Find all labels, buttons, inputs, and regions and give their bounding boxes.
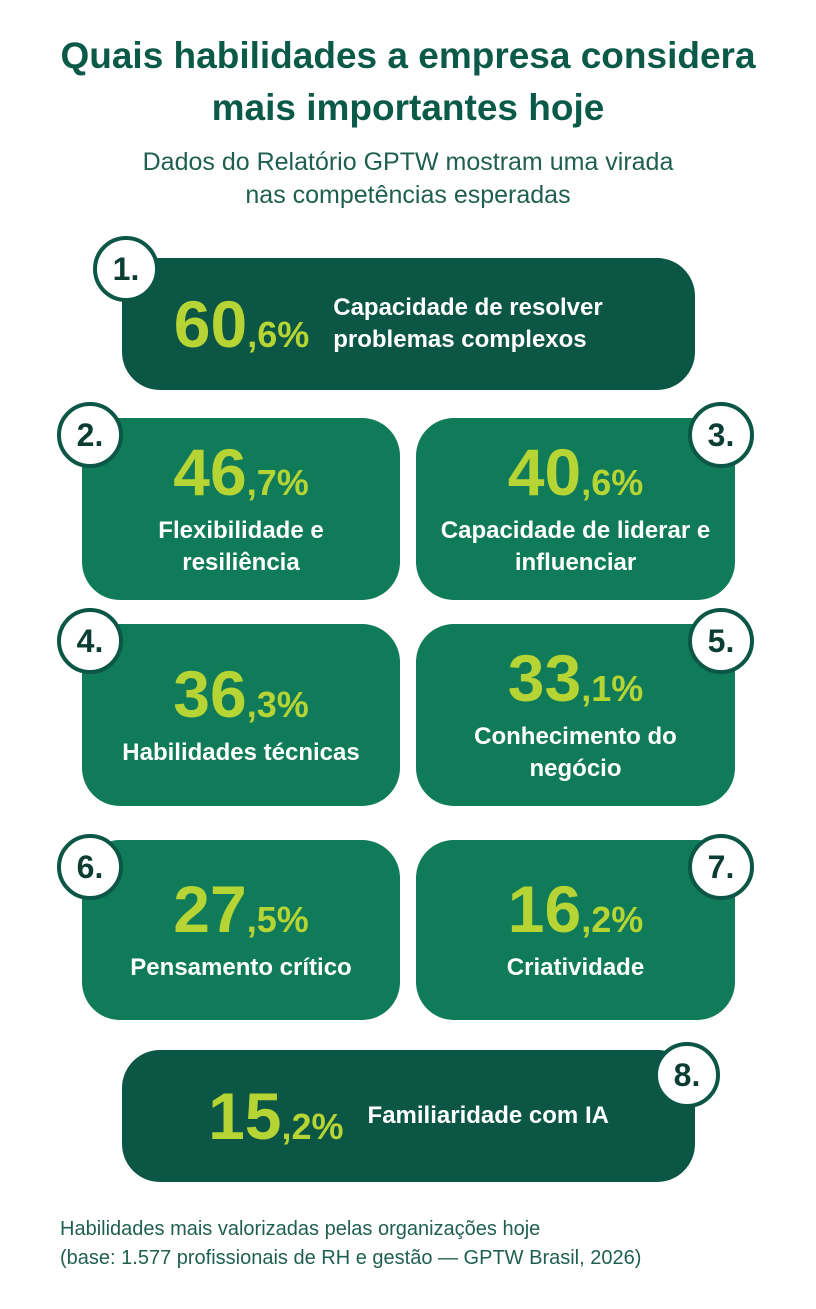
- percent-fraction: ,2%: [281, 1106, 344, 1147]
- title: Quais habilidades a empresa considera ma…: [60, 35, 756, 128]
- percent-integer: 40: [507, 435, 582, 509]
- subtitle: Dados do Relatório GPTW mostram uma vira…: [142, 148, 674, 209]
- percent: 40,6%: [508, 439, 643, 505]
- footer: Habilidades mais valorizadas pelas organ…: [60, 1215, 641, 1273]
- percent-integer: 16: [507, 872, 582, 946]
- rank-badge: 2.: [57, 402, 123, 468]
- percent-integer: 27: [173, 872, 247, 946]
- skill-card: 16,2% Criatividade: [416, 840, 735, 1020]
- percent: 33,1%: [508, 645, 643, 711]
- percent: 15,2%: [208, 1083, 343, 1149]
- skill-label: Conhecimento do negócio: [474, 723, 677, 782]
- percent-fraction: ,2%: [581, 899, 644, 940]
- rank-badge: 3.: [688, 402, 754, 468]
- percent-integer: 33: [507, 641, 582, 715]
- rank-badge: 6.: [57, 834, 123, 900]
- percent-integer: 15: [208, 1079, 282, 1153]
- percent: 36,3%: [173, 661, 308, 727]
- skill-card: 27,5% Pensamento crítico: [82, 840, 400, 1020]
- skill-card: 15,2% Familiaridade com IA: [122, 1050, 695, 1182]
- skill-card: 40,6% Capacidade de liderar e influenciar: [416, 418, 735, 600]
- rank-badge: 5.: [688, 608, 754, 674]
- percent-fraction: ,6%: [581, 462, 644, 503]
- percent-fraction: ,1%: [581, 668, 644, 709]
- skill-label: Flexibilidade e resiliência: [158, 517, 324, 576]
- percent-fraction: ,3%: [246, 684, 309, 725]
- rank-badge: 4.: [57, 608, 123, 674]
- skill-card: 60,6% Capacidade de resolver problemas co…: [122, 258, 695, 390]
- percent-fraction: ,6%: [247, 314, 310, 355]
- skill-card: 33,1% Conhecimento do negócio: [416, 624, 735, 806]
- skill-label: Familiaridade com IA: [367, 1102, 609, 1129]
- percent: 46,7%: [173, 439, 308, 505]
- percent-integer: 36: [173, 657, 247, 731]
- percent-integer: 46: [173, 435, 247, 509]
- skill-card: 36,3% Habilidades técnicas: [82, 624, 400, 806]
- rank-badge: 8.: [654, 1042, 720, 1108]
- rank-badge: 1.: [93, 236, 159, 302]
- percent-integer: 60: [173, 287, 248, 361]
- percent-fraction: ,7%: [246, 462, 309, 503]
- footer-line: Habilidades mais valorizadas pelas organ…: [60, 1218, 541, 1240]
- skill-label: Criatividade: [506, 954, 645, 981]
- skill-card: 46,7% Flexibilidade e resiliência: [82, 418, 400, 600]
- percent-fraction: ,5%: [246, 899, 309, 940]
- skill-label: Capacidade de liderar e influenciar: [440, 517, 711, 576]
- percent: 27,5%: [173, 876, 308, 942]
- skill-label: Capacidade de resolver problemas complex…: [333, 294, 603, 353]
- skill-label: Habilidades técnicas: [122, 739, 360, 766]
- footer-line: (base: 1.577 profissionais de RH e gestã…: [60, 1247, 642, 1269]
- skill-label: Pensamento crítico: [130, 954, 352, 981]
- percent: 60,6%: [174, 291, 309, 357]
- percent: 16,2%: [508, 876, 643, 942]
- rank-badge: 7.: [688, 834, 754, 900]
